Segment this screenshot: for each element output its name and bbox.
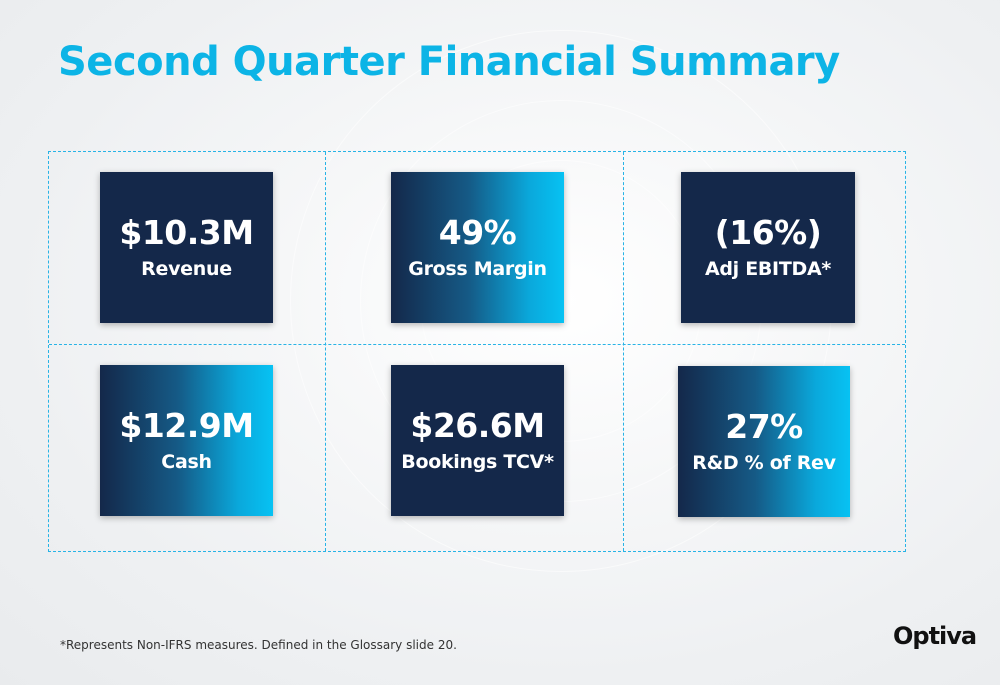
metric-value: $10.3M: [119, 212, 254, 252]
metric-card-revenue: $10.3M Revenue: [100, 172, 273, 323]
metric-value: $26.6M: [410, 405, 545, 445]
footnote: *Represents Non-IFRS measures. Defined i…: [60, 638, 457, 652]
metric-label: Bookings TCV*: [401, 450, 554, 473]
metric-value: (16%): [714, 212, 822, 252]
metric-label: Gross Margin: [408, 257, 547, 280]
grid-divider-vertical: [623, 152, 624, 551]
grid-divider-vertical: [325, 152, 326, 551]
metric-label: Revenue: [141, 257, 232, 280]
slide-title: Second Quarter Financial Summary: [58, 39, 840, 85]
metric-label: Cash: [161, 450, 212, 473]
metric-card-cash: $12.9M Cash: [100, 365, 273, 516]
metric-label: Adj EBITDA*: [704, 257, 832, 280]
metric-value: $12.9M: [119, 405, 254, 445]
grid-divider-horizontal: [49, 344, 905, 345]
metrics-grid: [48, 151, 906, 552]
metric-value: 27%: [725, 406, 803, 446]
metric-label: R&D % of Rev: [692, 451, 836, 474]
metric-card-bookings-tcv: $26.6M Bookings TCV*: [391, 365, 564, 516]
metric-value: 49%: [438, 212, 517, 252]
metric-card-rd-percent: 27% R&D % of Rev: [678, 366, 850, 517]
metric-card-gross-margin: 49% Gross Margin: [391, 172, 564, 323]
optiva-logo: Optiva: [893, 622, 977, 650]
metric-card-adj-ebitda: (16%) Adj EBITDA*: [681, 172, 855, 323]
